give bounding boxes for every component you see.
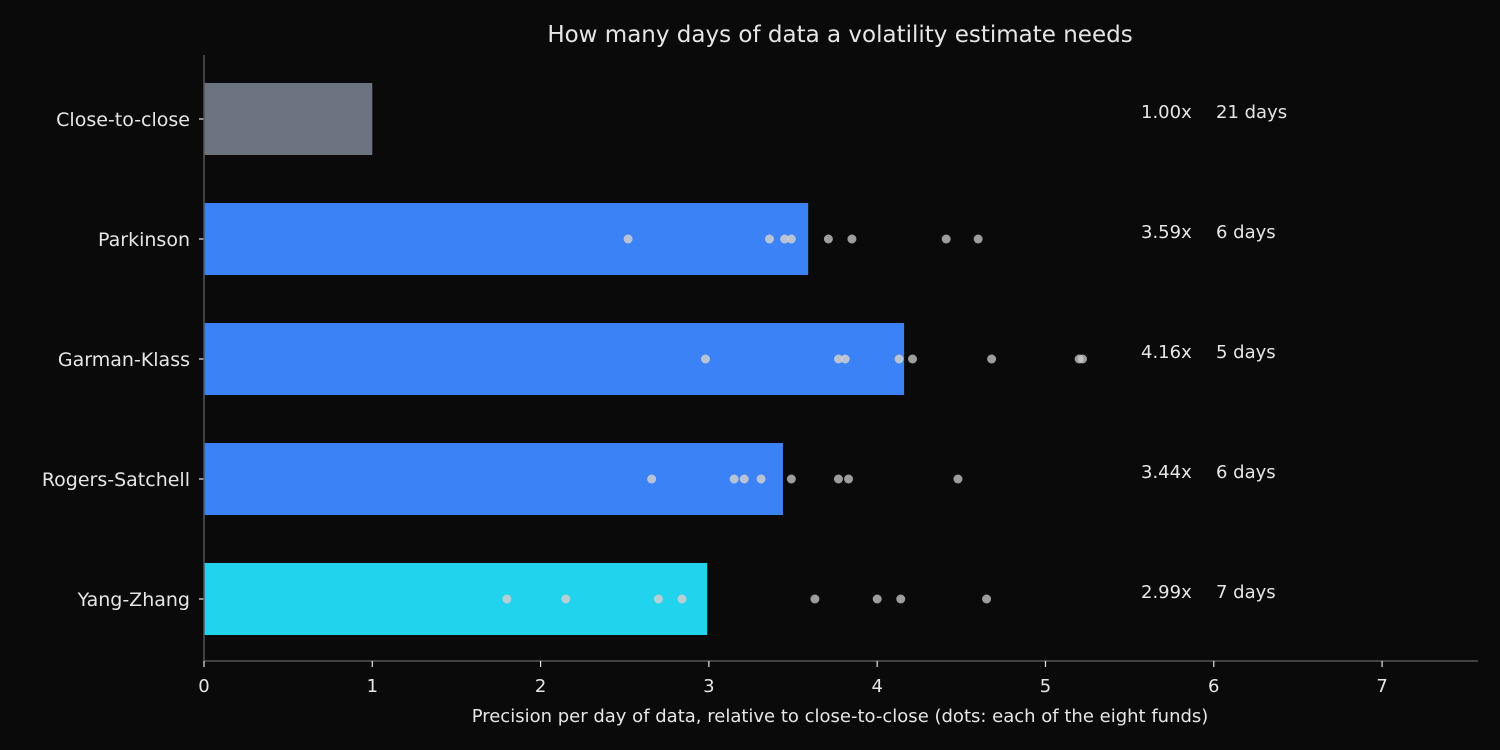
category-label-4: Yang-Zhang	[77, 589, 190, 611]
days-label-1: 6 days	[1216, 222, 1276, 243]
plot-area: Close-to-close 1.00x 21 days Parkinson 3.59x…	[42, 55, 1478, 697]
fund-dot-3-3	[756, 474, 766, 484]
bar-1	[204, 203, 809, 275]
category-label-1: Parkinson	[98, 229, 190, 251]
fund-dot-1-2	[780, 234, 790, 244]
fund-dot-2-5	[987, 354, 997, 364]
bar-0	[204, 83, 373, 155]
fund-dot-2-3	[894, 354, 904, 364]
x-tick-label-1: 1	[367, 676, 378, 697]
x-tick-label-7: 7	[1376, 676, 1387, 697]
days-label-2: 5 days	[1216, 342, 1276, 363]
fund-dot-3-5	[833, 474, 843, 484]
days-label-4: 7 days	[1216, 582, 1276, 603]
fund-dot-2-1	[833, 354, 843, 364]
fund-dot-1-4	[823, 234, 833, 244]
category-label-2: Garman-Klass	[58, 349, 190, 371]
fund-dot-4-7	[982, 594, 992, 604]
days-label-0: 21 days	[1216, 102, 1287, 123]
chart-title: How many days of data a volatility estim…	[547, 22, 1132, 48]
value-label-2: 4.16x	[1141, 342, 1192, 363]
x-tick-label-4: 4	[871, 676, 882, 697]
category-label-3: Rogers-Satchell	[42, 469, 190, 491]
fund-dot-4-5	[872, 594, 882, 604]
days-label-3: 6 days	[1216, 462, 1276, 483]
fund-dot-3-0	[647, 474, 657, 484]
category-label-0: Close-to-close	[56, 109, 190, 131]
fund-dot-1-1	[764, 234, 774, 244]
fund-dot-2-7	[1078, 354, 1088, 364]
fund-dot-2-0	[701, 354, 711, 364]
value-label-3: 3.44x	[1141, 462, 1192, 483]
value-label-0: 1.00x	[1141, 102, 1192, 123]
x-tick-label-3: 3	[703, 676, 714, 697]
fund-dot-1-0	[623, 234, 633, 244]
bar-3	[204, 443, 783, 515]
fund-dot-4-2	[653, 594, 663, 604]
bar-2	[204, 323, 905, 395]
fund-dot-1-3	[786, 234, 796, 244]
fund-dot-3-6	[844, 474, 854, 484]
fund-dot-3-4	[786, 474, 796, 484]
fund-dot-4-3	[677, 594, 687, 604]
x-tick-label-0: 0	[198, 676, 209, 697]
fund-dot-1-7	[973, 234, 983, 244]
bar-4	[204, 563, 708, 635]
fund-dot-3-1	[729, 474, 739, 484]
fund-dot-1-6	[941, 234, 951, 244]
x-tick-label-5: 5	[1040, 676, 1051, 697]
value-label-1: 3.59x	[1141, 222, 1192, 243]
fund-dot-3-2	[739, 474, 749, 484]
x-axis-label: Precision per day of data, relative to c…	[472, 706, 1209, 727]
fund-dot-4-4	[810, 594, 820, 604]
x-tick-label-2: 2	[535, 676, 546, 697]
fund-dot-1-5	[847, 234, 857, 244]
fund-dot-2-4	[908, 354, 918, 364]
fund-dot-4-1	[561, 594, 571, 604]
fund-dot-2-2	[840, 354, 850, 364]
fund-dot-4-6	[896, 594, 906, 604]
fund-dot-3-7	[953, 474, 963, 484]
value-label-4: 2.99x	[1141, 582, 1192, 603]
x-tick-label-6: 6	[1208, 676, 1219, 697]
fund-dot-4-0	[502, 594, 512, 604]
